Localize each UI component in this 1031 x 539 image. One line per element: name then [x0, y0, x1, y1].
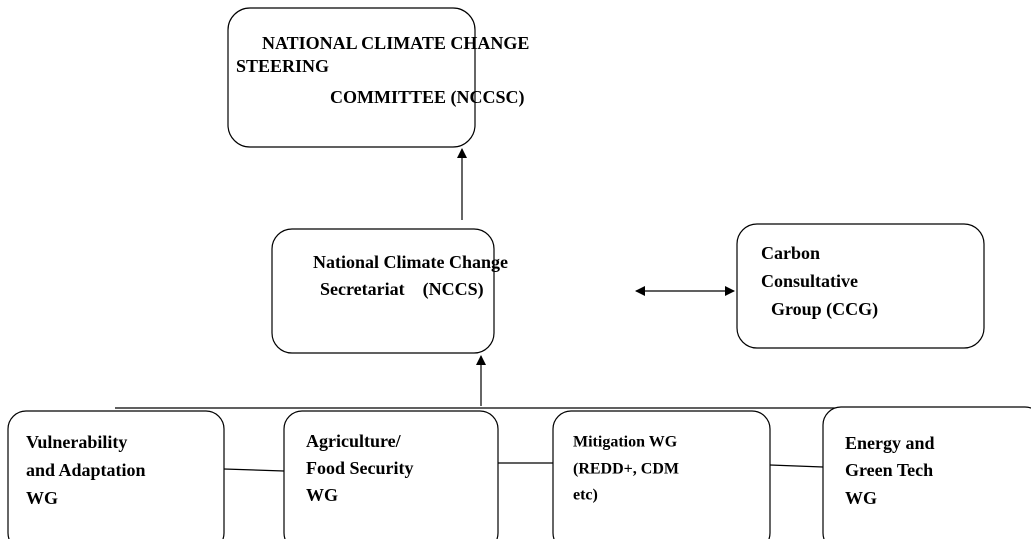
nodes: NATIONAL CLIMATE CHANGE STEERINGCOMMITTEE…	[7, 7, 1031, 539]
node-label: etc)	[573, 487, 598, 504]
connector	[223, 468, 285, 472]
node-label: STEERING	[236, 56, 329, 76]
node-label: Food Security	[306, 458, 414, 478]
node-label: Mitigation WG	[573, 434, 678, 451]
node-label: National Climate Change	[313, 252, 508, 272]
node-label: and Adaptation	[26, 460, 146, 480]
node-label: (REDD+, CDM	[573, 461, 679, 478]
node-label: WG	[306, 485, 338, 505]
node-label: Secretariat (NCCS)	[320, 279, 484, 300]
node-box	[7, 410, 225, 539]
node-label: NATIONAL CLIMATE CHANGE	[262, 33, 529, 53]
node-box	[736, 223, 985, 349]
node-label: WG	[845, 488, 877, 508]
node-label: Energy and	[845, 433, 935, 453]
node-label: Carbon	[761, 243, 820, 263]
node-box	[283, 410, 499, 539]
node-label: Green Tech	[845, 460, 933, 480]
node-label: Group (CCG)	[771, 299, 878, 320]
node-box	[227, 7, 476, 148]
node-label: COMMITTEE (NCCSC)	[330, 87, 525, 108]
node-box	[552, 410, 771, 539]
node-label: WG	[26, 488, 58, 508]
node-label: Agriculture/	[306, 431, 402, 451]
node-box	[822, 406, 1031, 539]
node-label: Vulnerability	[26, 432, 127, 452]
connector	[769, 464, 824, 468]
node-box	[271, 228, 495, 354]
node-label: Consultative	[761, 271, 858, 291]
